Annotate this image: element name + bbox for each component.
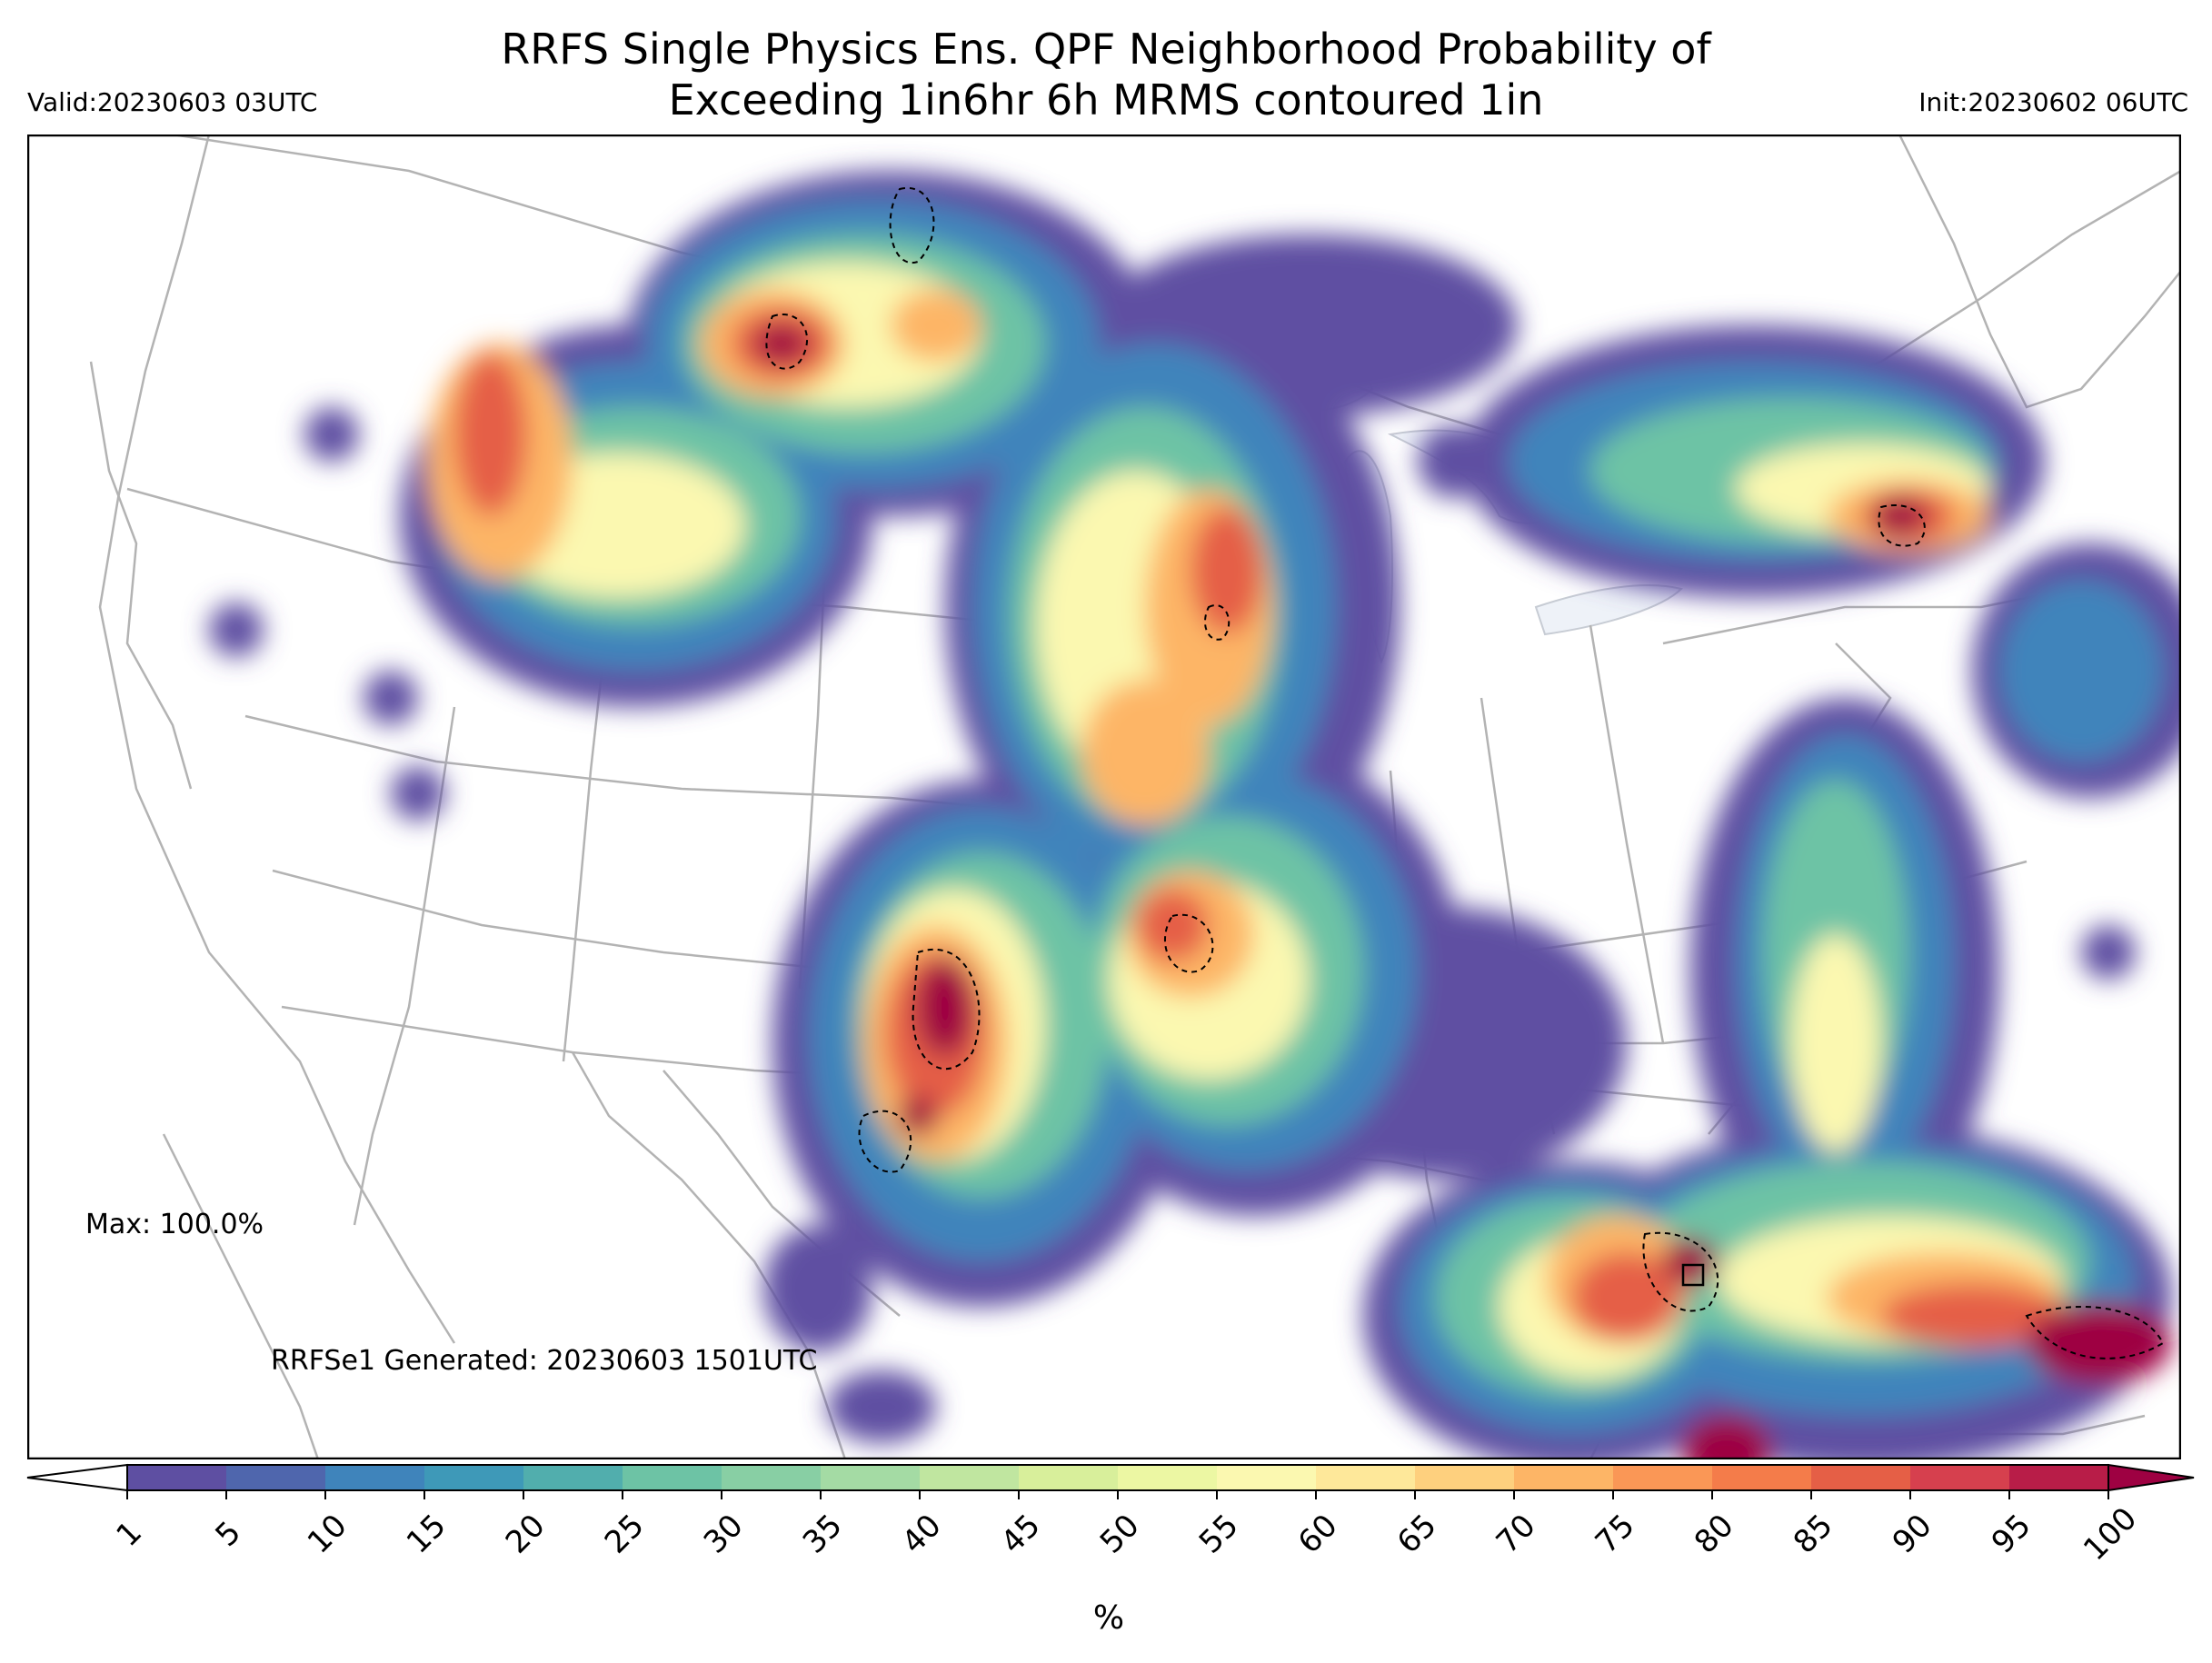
colorbar-tick-label: 35 [796,1508,850,1561]
colorbar-segment [226,1465,326,1490]
colorbar-unit-label: % [1092,1599,1125,1637]
colorbar-segment [325,1465,425,1490]
max-value-label: Max: 100.0% [85,1209,264,1240]
generated-label: RRFSe1 Generated: 20230603 1501UTC [271,1345,818,1377]
probability-field [209,171,2181,1459]
colorbar-segment [1019,1465,1119,1490]
colorbar-tick-label: 10 [301,1508,354,1561]
colorbar-segment [920,1465,1020,1490]
colorbar-segment [722,1465,822,1490]
colorbar-tick-label: 50 [1093,1508,1147,1561]
colorbar-tick-label: 25 [598,1508,652,1561]
colorbar-over-extension [2107,1463,2195,1492]
mrms-contours [765,186,2165,1359]
map-frame [27,134,2181,1459]
colorbar-tick-label: 75 [1589,1508,1642,1561]
colorbar-tick-label: 40 [895,1508,949,1561]
colorbar-tick-label: 60 [1291,1508,1345,1561]
colorbar-tick-label: 90 [1886,1508,1939,1561]
colorbar-segment [1712,1465,1812,1490]
colorbar-tick-label: 65 [1390,1508,1444,1561]
chart-title-line2: Exceeding 1in6hr 6h MRMS contoured 1in [668,75,1544,124]
colorbar-tick-label: 15 [400,1508,453,1561]
colorbar-tick-label: 1 [109,1514,149,1554]
colorbar-segment [127,1465,227,1490]
colorbar-segment [1514,1465,1614,1490]
colorbar-segment [424,1465,524,1490]
colorbar-tick-label: 20 [499,1508,553,1561]
colorbar-tick-label: 55 [1192,1508,1246,1561]
probability-map [27,134,2181,1459]
colorbar-segment [1118,1465,1218,1490]
colorbar-tick-label: 30 [697,1508,751,1561]
colorbar-segment [1613,1465,1713,1490]
colorbar-segment [1316,1465,1416,1490]
init-time: Init:20230602 06UTC [1918,87,2188,117]
colorbar-segment [1217,1465,1317,1490]
colorbar: 1 5 10 15 20 25 30 35 40 45 50 55 60 65 70 75 80 85 90 95 10… [26,1463,2195,1568]
colorbar-tick-label: 85 [1787,1508,1840,1561]
colorbar-segment [623,1465,722,1490]
valid-time: Valid:20230603 03UTC [27,87,318,117]
colorbar-segment [523,1465,623,1490]
colorbar-tick-label: 95 [1985,1508,2038,1561]
max-location-marker [1681,1263,1705,1287]
chart-title-line1: RRFS Single Physics Ens. QPF Neighborhoo… [501,25,1711,74]
colorbar-tick-label: 100 [2077,1500,2144,1568]
colorbar-tick-label: 5 [208,1514,248,1554]
colorbar-tick-label: 45 [994,1508,1048,1561]
colorbar-tick-label: 80 [1688,1508,1741,1561]
colorbar-segment [1415,1465,1515,1490]
colorbar-under-extension [26,1463,128,1492]
colorbar-tick-label: 70 [1490,1508,1543,1561]
colorbar-segment [2009,1465,2109,1490]
colorbar-segment [1811,1465,1911,1490]
colorbar-segment [821,1465,921,1490]
colorbar-segment [1910,1465,2010,1490]
